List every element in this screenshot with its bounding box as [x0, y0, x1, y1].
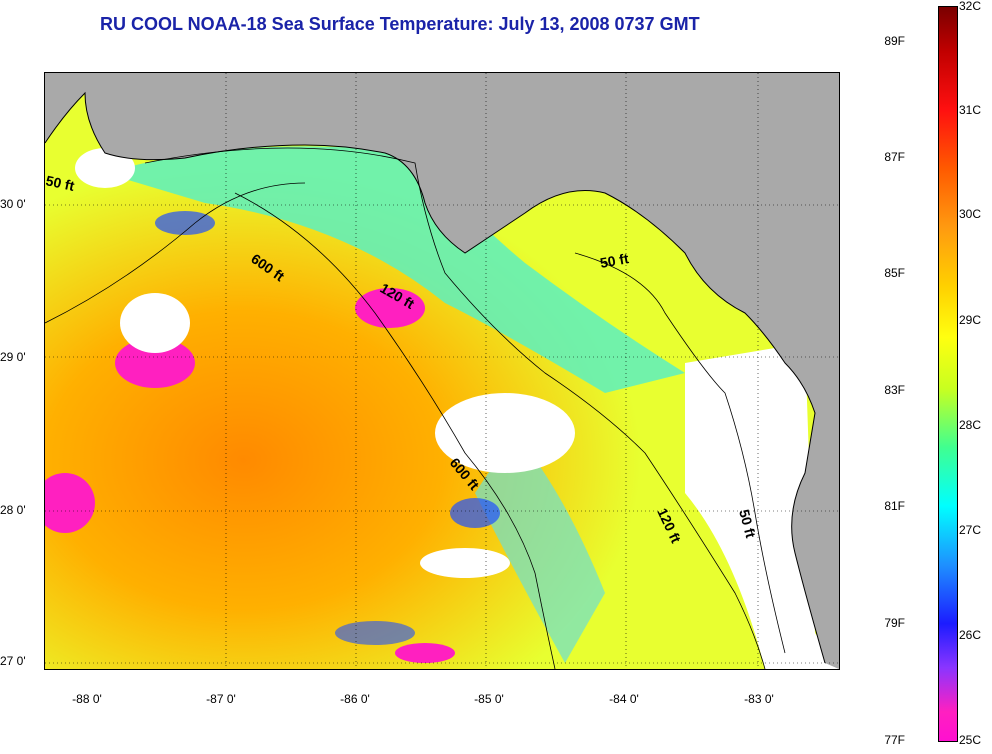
contour-label: 50 ft: [599, 250, 630, 271]
colorbar-celsius-label: 27C: [959, 523, 982, 537]
x-tick-label: -83 0': [744, 692, 774, 706]
x-tick-label: -86 0': [340, 692, 370, 706]
cloud-mask: [355, 288, 425, 328]
contour-50ft: [574, 252, 786, 654]
y-tick-label: 27 0': [0, 654, 26, 668]
colorbar-fahrenheit-label: 85F: [884, 266, 905, 280]
nodata-east: [685, 343, 839, 669]
cold-patch: [155, 211, 215, 235]
colorbar-celsius-label: 31C: [959, 103, 982, 117]
colorbar-celsius-label: 26C: [959, 628, 982, 642]
coastline: [45, 91, 826, 664]
colorbar-celsius-label: 25C: [959, 733, 982, 747]
cloud-mask: [395, 643, 455, 663]
x-tick-label: -87 0': [206, 692, 236, 706]
contour-label: 50 ft: [736, 508, 759, 540]
colorbar-fahrenheit-label: 81F: [884, 499, 905, 513]
sst-map[interactable]: 50 ft 600 ft 120 ft 50 ft 600 ft 120 ft …: [44, 72, 840, 670]
y-tick-label: 29 0': [0, 350, 26, 364]
colorbar-celsius-label: 29C: [959, 313, 982, 327]
contour-600ft: [45, 182, 306, 324]
cold-patch: [335, 621, 415, 645]
x-tick-label: -85 0': [474, 692, 504, 706]
colorbar-fahrenheit-label: 79F: [884, 616, 905, 630]
cold-patch: [450, 498, 500, 528]
x-tick-label: -88 0': [72, 692, 102, 706]
colorbar-fahrenheit-label: 89F: [884, 34, 905, 48]
nodata-patch: [420, 548, 510, 578]
contour-120ft: [144, 147, 766, 669]
sst-map-canvas: 50 ft 600 ft 120 ft 50 ft 600 ft 120 ft …: [45, 73, 839, 669]
nodata-patch: [120, 293, 190, 353]
colorbar-fahrenheit-label: 77F: [884, 733, 905, 747]
contour-600ft-south: [234, 192, 556, 669]
colorbar-fahrenheit-label: 83F: [884, 383, 905, 397]
cloud-mask: [115, 338, 195, 388]
y-tick-label: 28 0': [0, 503, 26, 517]
colorbar-celsius-label: 28C: [959, 418, 982, 432]
nodata-patch: [75, 148, 135, 188]
nodata-patch: [435, 393, 575, 473]
map-title: RU COOL NOAA-18 Sea Surface Temperature:…: [100, 14, 700, 34]
x-tick-label: -84 0': [609, 692, 639, 706]
temperature-colorbar: [938, 6, 958, 742]
cool-band-south: [475, 433, 605, 663]
graticule: [45, 73, 839, 669]
colorbar-celsius-label: 32C: [959, 0, 982, 13]
cool-coastal-band: [105, 146, 685, 393]
colorbar-celsius-label: 30C: [959, 207, 982, 221]
y-tick-label: 30 0': [0, 197, 26, 211]
cloud-mask: [45, 473, 95, 533]
contour-label: 50 ft: [45, 172, 76, 194]
land: [45, 73, 839, 669]
colorbar-fahrenheit-label: 87F: [884, 150, 905, 164]
